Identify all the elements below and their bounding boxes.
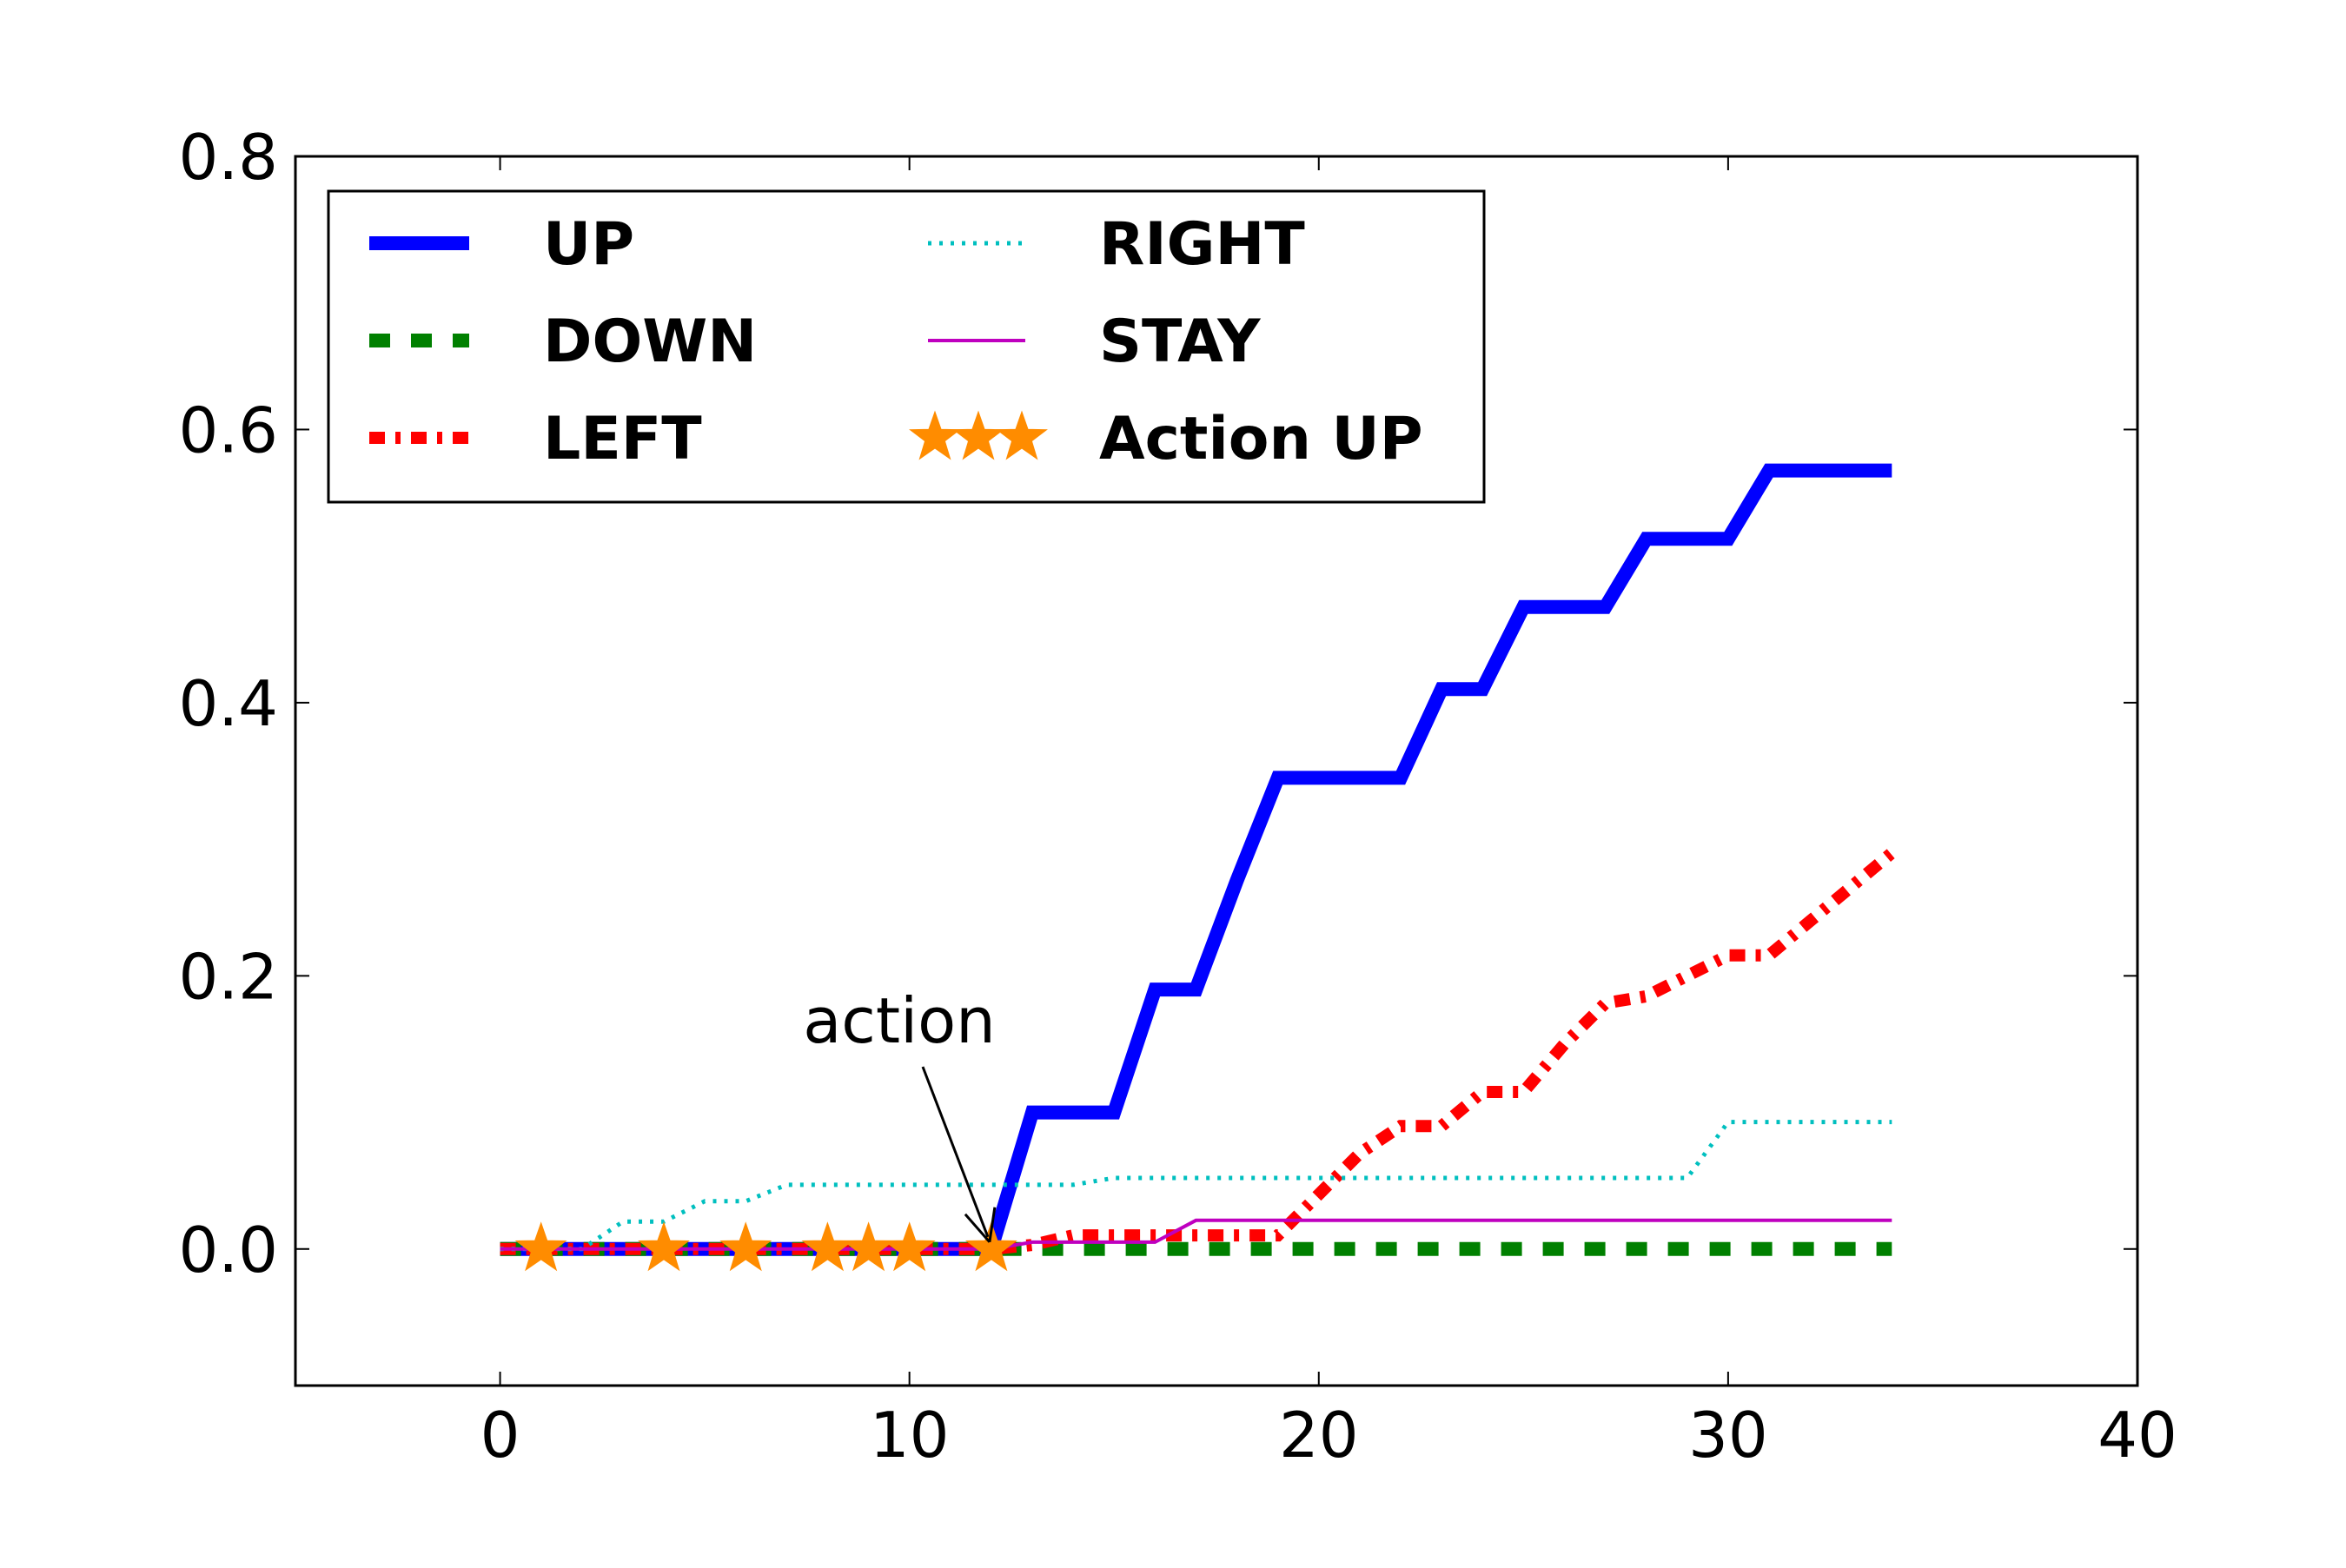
action-up-marker-4	[638, 1221, 690, 1272]
x-tick-label: 10	[870, 1399, 950, 1472]
action-up-marker-10	[883, 1221, 936, 1272]
x-tick-label: 40	[2097, 1399, 2177, 1472]
series-line-left	[500, 848, 1896, 1255]
y-tick-label: 0.0	[178, 1214, 278, 1287]
action-up-marker-6	[719, 1221, 772, 1272]
legend-box	[327, 189, 1486, 504]
legend-label-right: RIGHT	[1099, 210, 1305, 279]
annotation-arrow-line	[921, 1066, 990, 1238]
y-tick-label: 0.4	[178, 667, 278, 740]
legend-label-left: LEFT	[543, 405, 702, 473]
x-tick-label: 20	[1279, 1399, 1359, 1472]
x-tick-label: 30	[1688, 1399, 1768, 1472]
action-up-marker-1	[514, 1221, 567, 1272]
y-tick-label: 0.8	[178, 121, 278, 194]
y-tick-label: 0.6	[178, 394, 278, 466]
y-tick-label: 0.2	[178, 940, 278, 1013]
legend-swatch-star-2	[996, 410, 1048, 460]
legend-label-down: DOWN	[543, 308, 757, 376]
legend-label-action-up: Action UP	[1099, 405, 1423, 473]
annotation-arrowhead	[964, 1207, 997, 1243]
legend-label-stay: STAY	[1099, 308, 1261, 376]
series-line-right	[500, 1120, 1892, 1252]
action-up-marker-12	[964, 1221, 1017, 1272]
legend-label-up: UP	[543, 210, 634, 279]
annotation-label: action	[803, 984, 996, 1057]
x-tick-label: 0	[480, 1399, 520, 1472]
plot-frame	[294, 155, 2139, 1387]
